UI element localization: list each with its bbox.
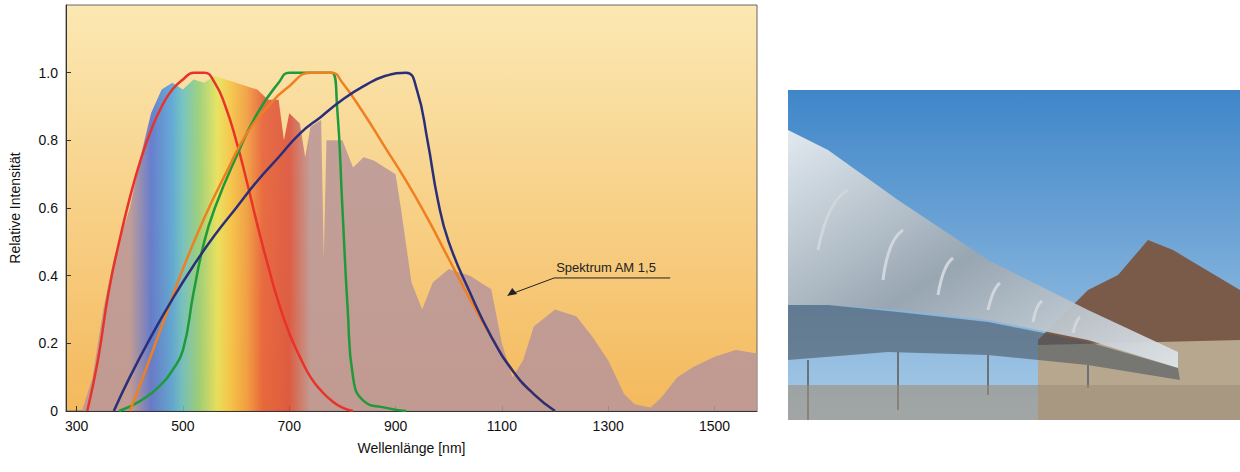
- svg-text:Relative Intensität: Relative Intensität: [7, 152, 23, 263]
- svg-text:0: 0: [50, 403, 58, 419]
- svg-text:Wellenlänge [nm]: Wellenlänge [nm]: [358, 440, 466, 456]
- svg-text:1300: 1300: [593, 418, 624, 434]
- svg-text:Spektrum AM 1,5: Spektrum AM 1,5: [556, 260, 656, 275]
- svg-text:0.6: 0.6: [39, 200, 59, 216]
- svg-text:1.0: 1.0: [39, 65, 59, 81]
- svg-text:0.2: 0.2: [39, 335, 59, 351]
- svg-text:0.4: 0.4: [39, 268, 59, 284]
- svg-text:300: 300: [65, 418, 89, 434]
- svg-text:500: 500: [171, 418, 195, 434]
- svg-text:700: 700: [278, 418, 302, 434]
- svg-text:1500: 1500: [699, 418, 730, 434]
- svg-text:1100: 1100: [487, 418, 517, 434]
- svg-text:900: 900: [384, 418, 408, 434]
- svg-text:0.8: 0.8: [39, 132, 59, 148]
